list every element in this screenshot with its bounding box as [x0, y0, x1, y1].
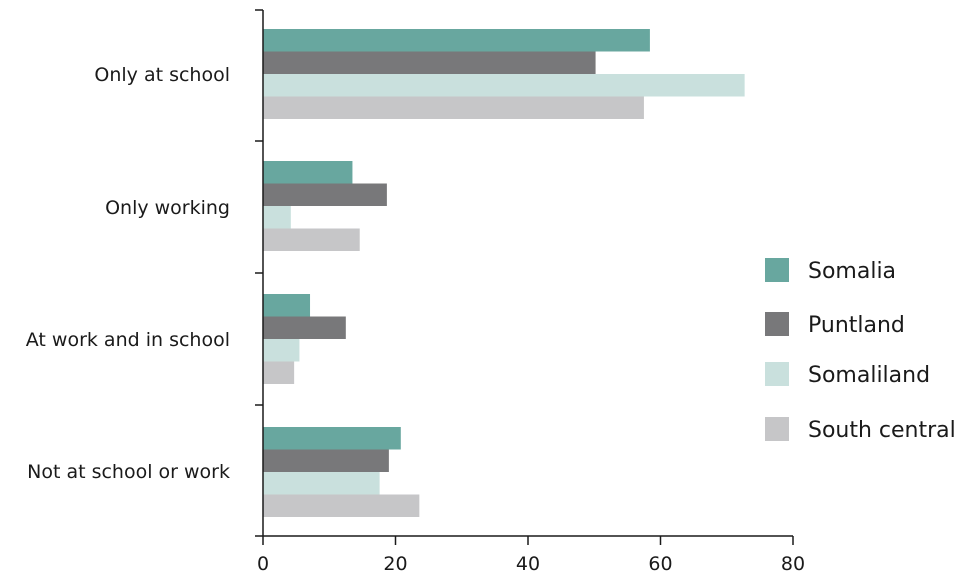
category-label-4: Not at school or work — [27, 461, 230, 483]
legend-label-somaliland: Somaliland — [808, 363, 930, 388]
legend-label-puntland: Puntland — [808, 313, 905, 338]
bar-somaliland-4 — [263, 472, 380, 495]
legend-label-somalia: Somalia — [808, 259, 896, 284]
legend-label-south-central: South central — [808, 418, 956, 443]
bar-puntland-1 — [263, 51, 596, 74]
bar-somaliland-3 — [263, 339, 300, 362]
bar-somaliland-1 — [263, 74, 745, 97]
bar-somalia-3 — [263, 294, 311, 317]
bars-group — [263, 29, 745, 517]
category-labels-group: Only at school Only working At work and in… — [26, 64, 230, 483]
bar-somaliland-2 — [263, 206, 291, 229]
x-tick-label-5: 80 — [781, 553, 805, 575]
bar-somalia-1 — [263, 29, 650, 52]
legend-swatch-somalia — [765, 258, 789, 282]
y-ticks-group — [255, 9, 263, 537]
bar-south-central-4 — [263, 494, 420, 517]
category-label-3: At work and in school — [26, 329, 230, 351]
bar-puntland-4 — [263, 449, 389, 472]
legend-swatch-south-central — [765, 417, 789, 441]
category-label-2: Only working — [105, 197, 230, 219]
bar-somalia-2 — [263, 161, 353, 184]
bar-somalia-4 — [263, 427, 401, 450]
x-tick-label-3: 40 — [516, 553, 540, 575]
x-tick-label-4: 60 — [648, 553, 672, 575]
bar-south-central-3 — [263, 361, 295, 384]
legend: Somalia Puntland Somaliland South central — [765, 258, 956, 443]
x-tick-label-1: 0 — [257, 553, 269, 575]
legend-swatch-puntland — [765, 312, 789, 336]
x-tick-label-2: 20 — [383, 553, 407, 575]
bar-south-central-1 — [263, 96, 644, 119]
legend-swatch-somaliland — [765, 362, 789, 386]
x-ticks-group: 0 20 40 60 80 — [257, 536, 805, 575]
bar-south-central-2 — [263, 228, 360, 251]
category-label-1: Only at school — [94, 64, 230, 86]
bar-puntland-2 — [263, 183, 387, 206]
bar-puntland-3 — [263, 316, 346, 339]
